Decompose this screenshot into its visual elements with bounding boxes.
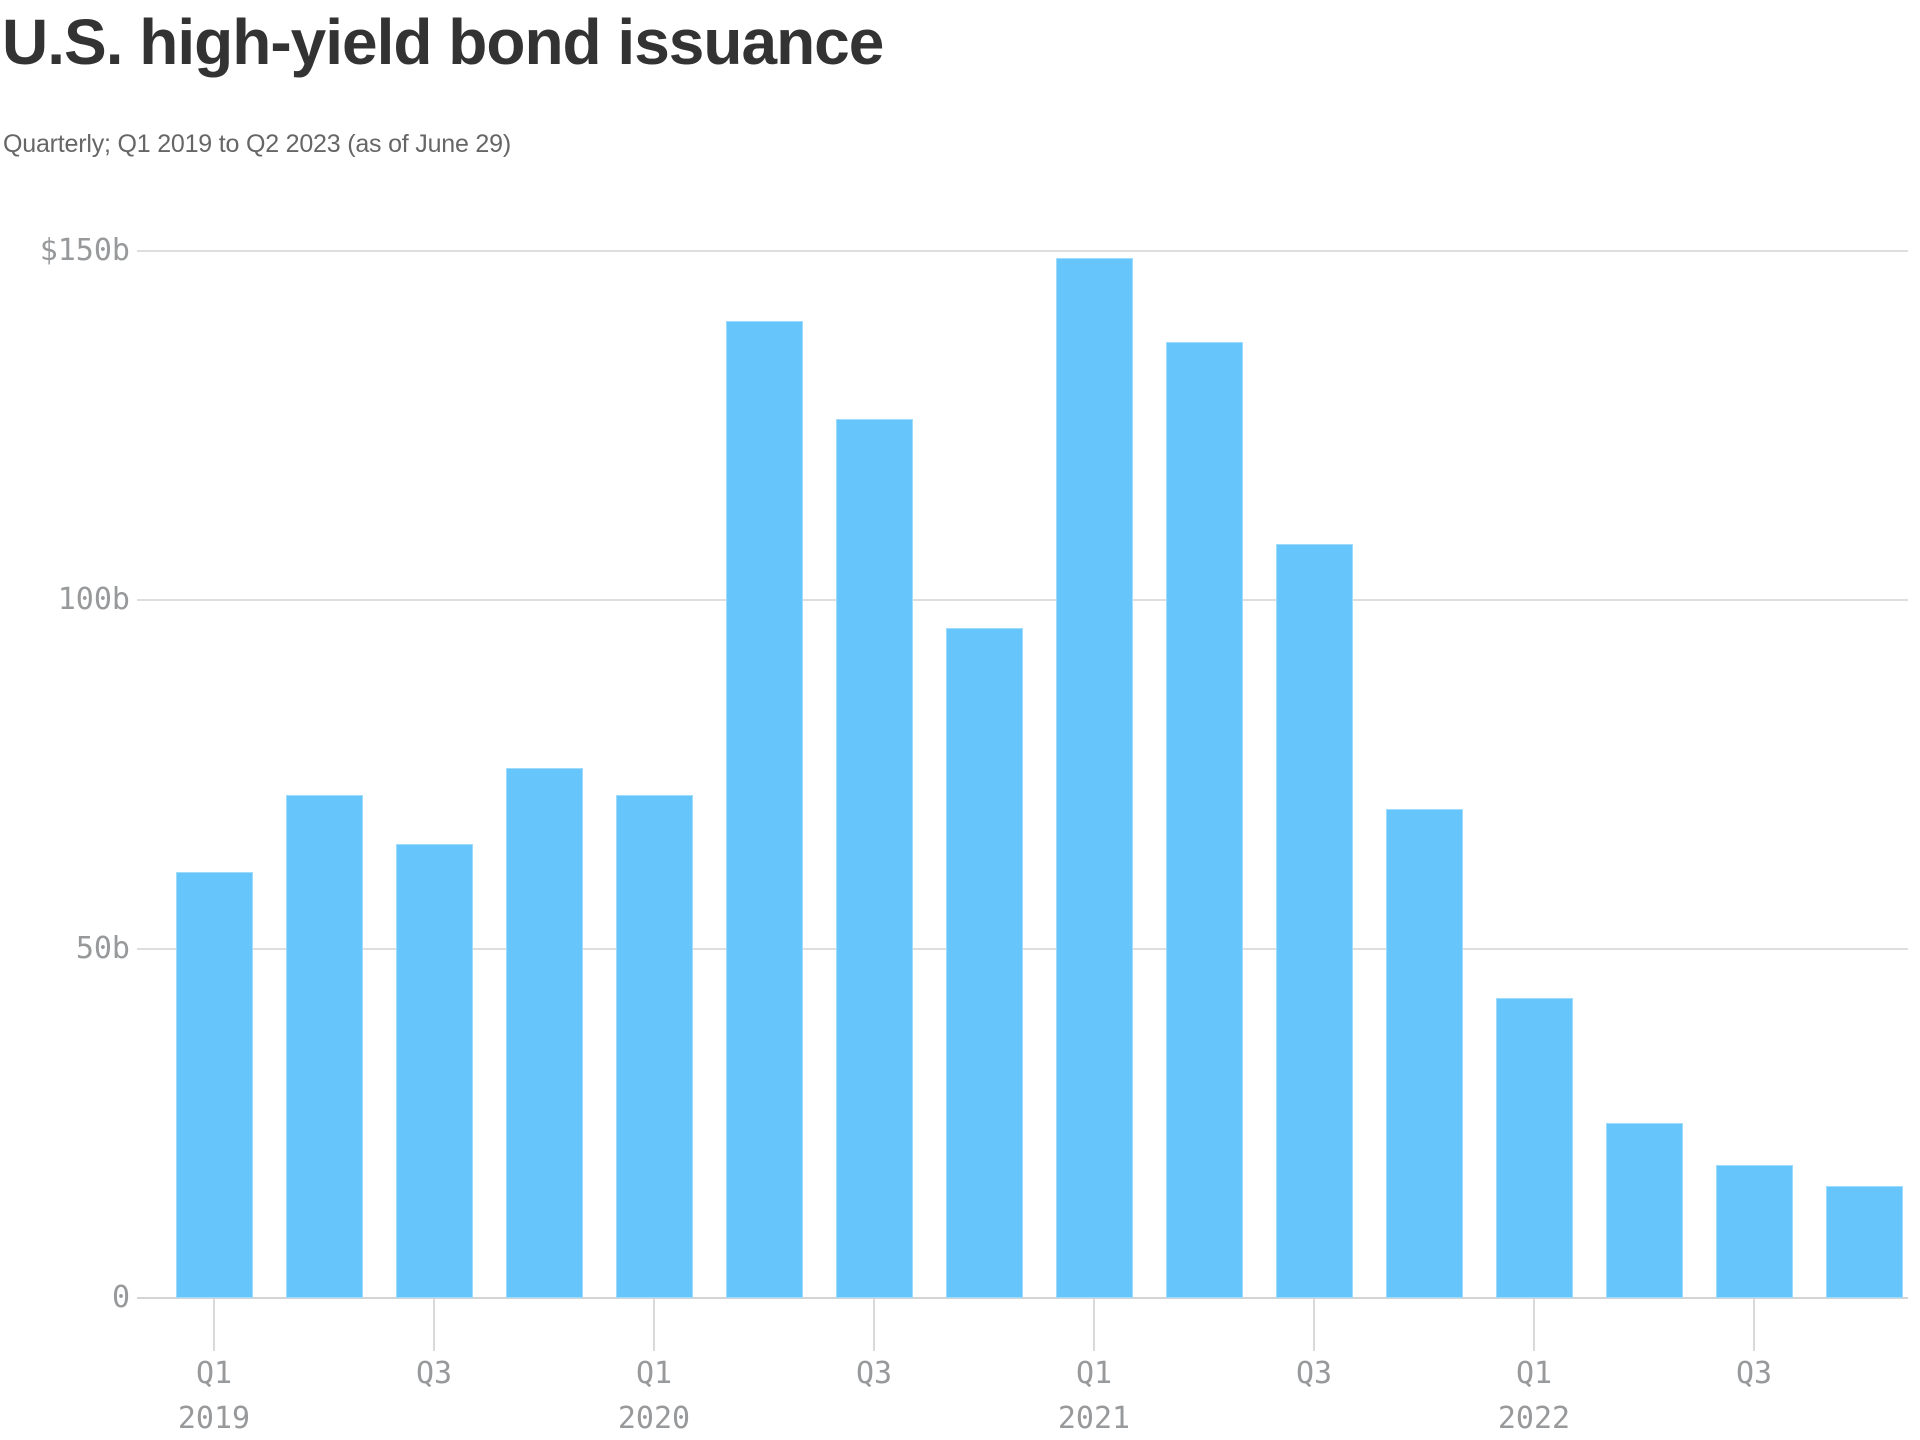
y-axis-label: 50b [75,931,130,966]
x-axis-label: Q1 [1515,1356,1553,1391]
x-tick-mark [653,1299,655,1351]
x-axis-line [137,1297,1908,1299]
bar-q2-2019 [286,795,363,1298]
bar-q1-2022 [1496,998,1573,1298]
x-axis-year-label: 2019 [177,1401,251,1436]
x-axis-label: Q1 [1075,1356,1113,1391]
bar-q2-2021 [1166,342,1243,1298]
bar-q3-2021 [1276,544,1353,1298]
x-tick-mark [1093,1299,1095,1351]
y-axis-label: 0 [111,1280,130,1315]
y-axis-label: 100b [57,582,130,617]
x-axis-label: Q1 [635,1356,673,1391]
y-gridline [137,599,1908,601]
chart-subtitle: Quarterly; Q1 2019 to Q2 2023 (as of Jun… [3,130,511,158]
x-axis-year-label: 2022 [1497,1401,1571,1436]
x-axis-year-label: 2020 [617,1401,691,1436]
x-tick-mark [1753,1299,1755,1351]
bar-q3-2022 [1716,1165,1793,1298]
y-gridline [137,250,1908,252]
x-axis-label: Q3 [1735,1356,1773,1391]
bar-q4-2022 [1826,1186,1903,1298]
x-tick-mark [433,1299,435,1351]
y-axis-label: $150b [39,233,130,268]
x-tick-mark [213,1299,215,1351]
x-axis-label: Q3 [1295,1356,1333,1391]
x-axis-label: Q3 [415,1356,453,1391]
bar-q2-2022 [1606,1123,1683,1298]
x-tick-mark [1533,1299,1535,1351]
chart-title: U.S. high-yield bond issuance [2,6,884,78]
bar-q1-2019 [176,872,253,1298]
bar-q1-2021 [1056,258,1133,1298]
bar-q4-2020 [946,628,1023,1298]
bar-q4-2021 [1386,809,1463,1298]
bar-q3-2019 [396,844,473,1298]
bar-q4-2019 [506,768,583,1298]
bar-q1-2020 [616,795,693,1298]
x-tick-mark [1313,1299,1315,1351]
x-axis-year-label: 2021 [1057,1401,1131,1436]
x-axis-label: Q1 [195,1356,233,1391]
bar-q2-2020 [726,321,803,1298]
x-tick-mark [873,1299,875,1351]
bar-q3-2020 [836,419,913,1298]
x-axis-label: Q3 [855,1356,893,1391]
